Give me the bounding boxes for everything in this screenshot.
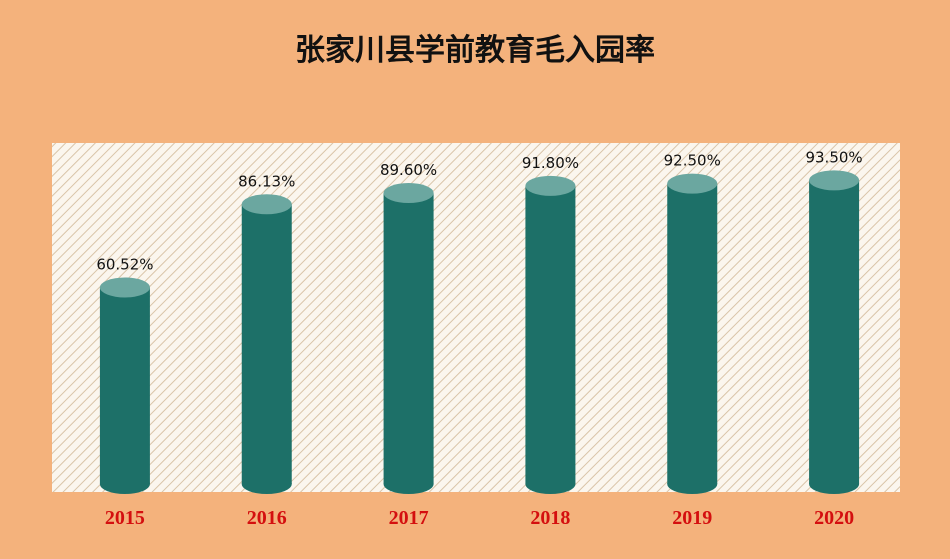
x-tick-label: 2015 xyxy=(105,507,145,529)
x-tick-label: 2020 xyxy=(814,507,854,529)
value-label: 93.50% xyxy=(805,148,862,166)
bar-top xyxy=(99,277,150,298)
x-tick-label: 2018 xyxy=(530,507,570,529)
bar xyxy=(809,180,860,484)
value-label: 91.80% xyxy=(522,154,579,172)
plot-area xyxy=(52,143,900,492)
bar xyxy=(383,193,434,484)
value-label: 86.13% xyxy=(238,172,295,190)
x-tick-label: 2016 xyxy=(247,507,287,529)
bar xyxy=(667,183,718,484)
bar xyxy=(99,287,150,484)
bar xyxy=(241,204,292,484)
x-tick-label: 2017 xyxy=(389,507,429,529)
x-tick-label: 2019 xyxy=(672,507,712,529)
bar xyxy=(525,185,576,484)
bar-top xyxy=(383,183,434,204)
bar-top xyxy=(525,175,576,196)
value-label: 92.50% xyxy=(664,152,721,170)
bar-top xyxy=(667,173,718,194)
value-label: 89.60% xyxy=(380,161,437,179)
bar-top xyxy=(241,194,292,215)
bar-top xyxy=(809,170,860,191)
chart-title: 张家川县学前教育毛入园率 xyxy=(295,33,655,68)
value-label: 60.52% xyxy=(96,255,153,273)
